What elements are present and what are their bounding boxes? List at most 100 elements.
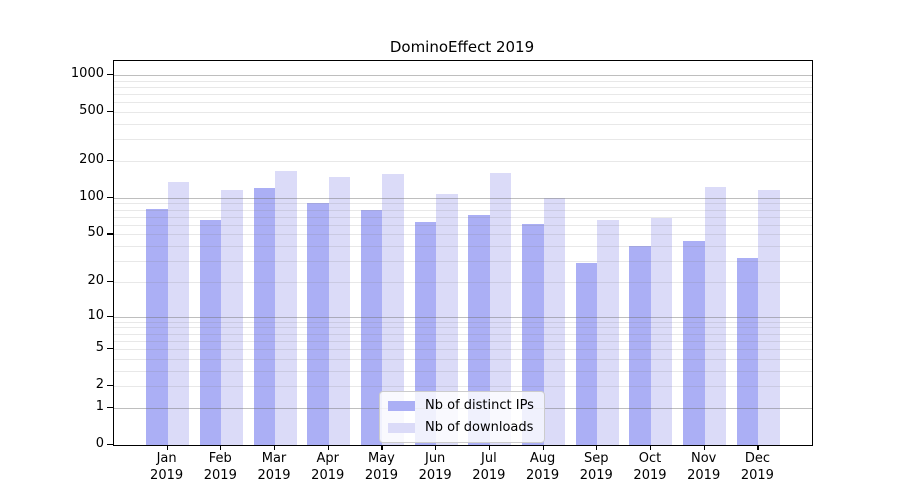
gridline-minor-70 bbox=[114, 216, 812, 218]
chart-title: DominoEffect 2019 bbox=[389, 38, 535, 56]
x-tick-mark bbox=[435, 445, 437, 450]
bar-downloads-aug bbox=[543, 197, 566, 445]
bar-distinct-ips-apr bbox=[307, 203, 329, 445]
gridline-minor-30 bbox=[114, 261, 812, 263]
gridline-minor-400 bbox=[114, 124, 812, 126]
y-tick-mark bbox=[107, 406, 113, 409]
bar-downloads-oct bbox=[650, 218, 673, 445]
x-tick-mark bbox=[381, 445, 383, 450]
gridline-minor-300 bbox=[114, 139, 812, 141]
bar-downloads-jun bbox=[436, 194, 458, 445]
y-tick-label-2: 2 bbox=[95, 377, 104, 393]
x-tick-label-jan: Jan 2019 bbox=[150, 451, 184, 483]
plot-area bbox=[113, 60, 813, 446]
bar-distinct-ips-feb bbox=[199, 219, 222, 445]
y-tick-label-200: 200 bbox=[79, 152, 104, 167]
legend-item-distinct-ips: Nb of distinct IPs bbox=[388, 397, 536, 415]
y-tick-mark bbox=[107, 385, 113, 387]
x-tick-mark bbox=[649, 445, 652, 450]
gridline-minor-2 bbox=[114, 386, 812, 388]
y-tick-label-0: 0 bbox=[95, 436, 104, 451]
x-tick-label-sep: Sep 2019 bbox=[579, 451, 613, 483]
gridline-minor-9 bbox=[114, 321, 812, 323]
bar-distinct-ips-jun bbox=[414, 222, 437, 445]
legend-label-distinct-ips: Nb of distinct IPs bbox=[425, 398, 534, 413]
bar-downloads-dec bbox=[758, 190, 780, 445]
gridline-minor-500 bbox=[114, 112, 812, 114]
x-tick-mark bbox=[166, 445, 168, 450]
gridline-minor-7 bbox=[114, 333, 812, 335]
y-tick-mark bbox=[107, 196, 113, 199]
x-tick-label-jun: Jun 2019 bbox=[418, 451, 452, 483]
gridline-major-10 bbox=[114, 316, 812, 318]
bar-distinct-ips-dec bbox=[736, 257, 759, 445]
x-tick-label-oct: Oct 2019 bbox=[633, 451, 667, 483]
gridline-minor-800 bbox=[114, 86, 812, 88]
gridline-minor-4 bbox=[114, 358, 812, 360]
x-tick-mark bbox=[220, 445, 222, 450]
y-tick-mark bbox=[107, 111, 113, 113]
y-tick-label-5: 5 bbox=[95, 340, 104, 356]
gridline-major-100 bbox=[114, 197, 812, 199]
x-tick-label-aug: Aug 2019 bbox=[526, 451, 560, 483]
gridline-major-1000 bbox=[114, 75, 812, 77]
gridline-minor-6 bbox=[114, 340, 812, 342]
gridline-minor-80 bbox=[114, 209, 812, 211]
gridline-minor-3 bbox=[114, 370, 812, 372]
y-tick-mark bbox=[107, 160, 113, 162]
bars-layer bbox=[114, 61, 812, 445]
y-tick-label-10: 10 bbox=[87, 307, 104, 323]
y-tick-label-50: 50 bbox=[87, 225, 104, 241]
gridline-minor-900 bbox=[114, 80, 812, 82]
y-tick-mark bbox=[107, 74, 113, 76]
bar-downloads-jan bbox=[167, 182, 190, 445]
y-tick-mark bbox=[107, 280, 113, 283]
bar-distinct-ips-aug bbox=[522, 223, 544, 445]
x-tick-mark bbox=[327, 445, 329, 450]
gridline-minor-8 bbox=[114, 327, 812, 329]
legend-label-downloads: Nb of downloads bbox=[425, 420, 534, 435]
bar-downloads-feb bbox=[221, 189, 243, 445]
x-tick-mark bbox=[542, 445, 544, 450]
x-tick-mark bbox=[274, 445, 276, 450]
x-tick-mark bbox=[488, 445, 491, 450]
y-tick-mark bbox=[107, 315, 113, 317]
bar-downloads-nov bbox=[704, 187, 727, 445]
x-tick-label-mar: Mar 2019 bbox=[257, 451, 291, 483]
legend: Nb of distinct IPs Nb of downloads bbox=[379, 391, 545, 443]
y-tick-mark bbox=[107, 348, 113, 350]
y-tick-label-1: 1 bbox=[95, 398, 104, 414]
x-tick-mark bbox=[596, 445, 598, 450]
x-tick-label-nov: Nov 2019 bbox=[687, 451, 721, 483]
y-tick-label-500: 500 bbox=[79, 103, 104, 119]
gridline-minor-200 bbox=[114, 161, 812, 162]
bar-downloads-sep bbox=[597, 219, 619, 445]
bar-downloads-apr bbox=[328, 177, 351, 445]
x-tick-label-jul: Jul 2019 bbox=[472, 451, 506, 483]
legend-swatch-downloads-icon bbox=[388, 423, 415, 433]
bar-distinct-ips-may bbox=[360, 209, 383, 445]
gridline-minor-90 bbox=[114, 203, 812, 205]
x-tick-mark bbox=[757, 445, 759, 450]
bar-distinct-ips-mar bbox=[253, 188, 276, 445]
gridline-minor-50 bbox=[114, 234, 812, 236]
bar-downloads-mar bbox=[275, 170, 297, 445]
legend-swatch-distinct-ips-icon bbox=[388, 401, 415, 411]
y-tick-mark bbox=[107, 444, 113, 446]
bar-downloads-may bbox=[382, 174, 404, 445]
bar-distinct-ips-jul bbox=[468, 214, 490, 445]
bar-distinct-ips-sep bbox=[575, 262, 598, 445]
y-tick-label-100: 100 bbox=[79, 188, 104, 204]
bar-distinct-ips-nov bbox=[683, 241, 705, 445]
bar-downloads-jul bbox=[489, 172, 512, 445]
y-tick-label-1000: 1000 bbox=[70, 66, 104, 82]
y-tick-mark bbox=[107, 233, 113, 235]
bar-distinct-ips-jan bbox=[146, 209, 168, 445]
gridline-minor-700 bbox=[114, 94, 812, 96]
x-tick-label-feb: Feb 2019 bbox=[203, 451, 237, 483]
gridline-minor-60 bbox=[114, 224, 812, 226]
gridline-minor-20 bbox=[114, 281, 812, 283]
x-tick-mark bbox=[703, 445, 705, 450]
grid-layer bbox=[114, 61, 812, 445]
